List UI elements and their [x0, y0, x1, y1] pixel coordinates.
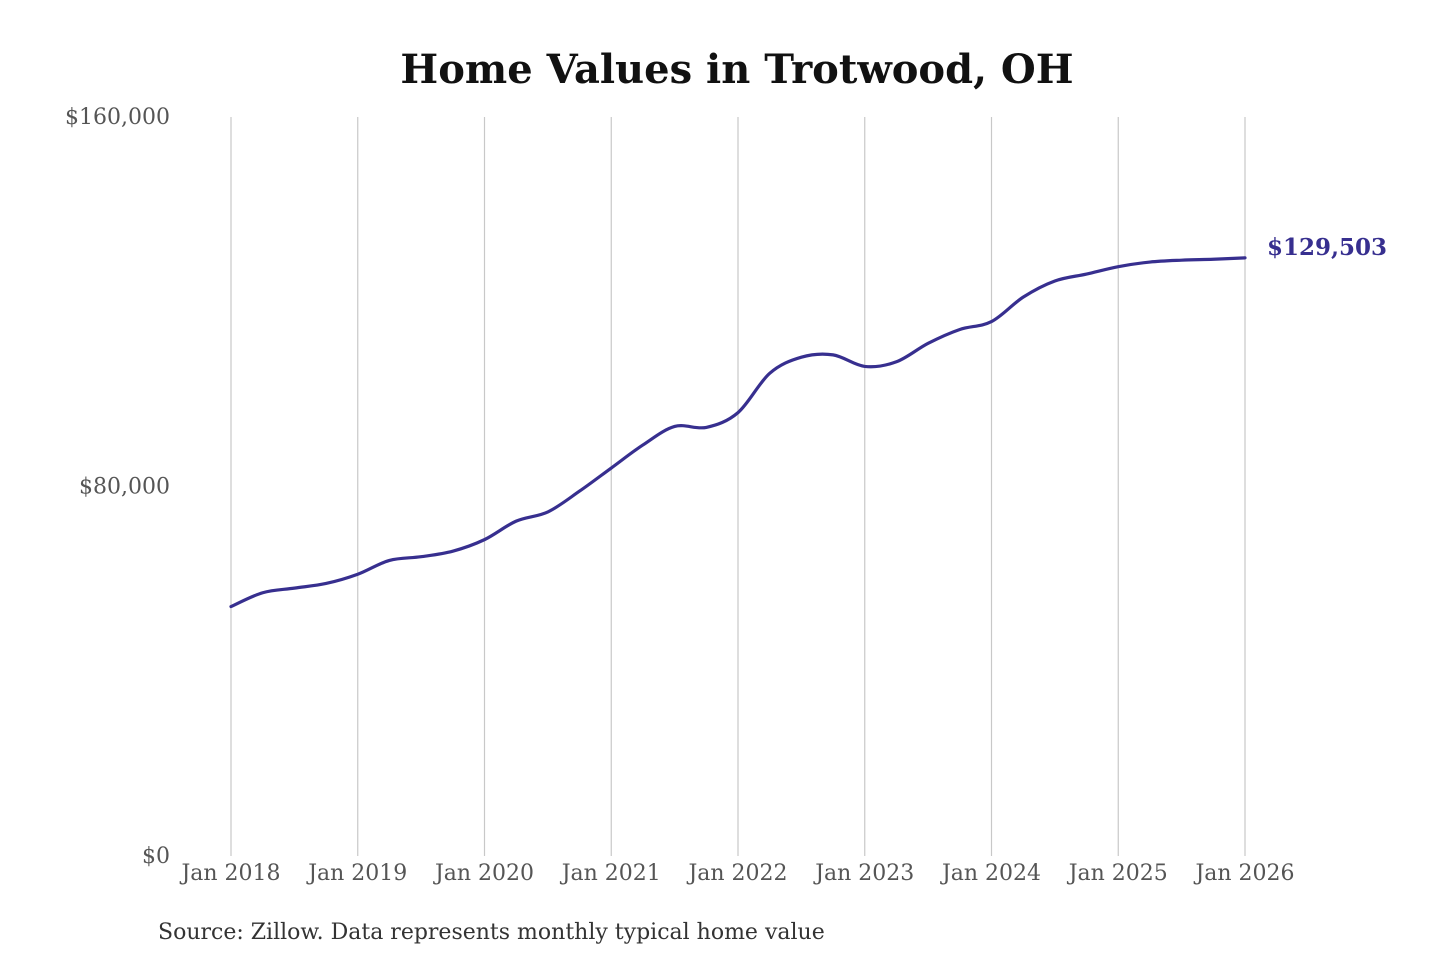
x-tick-label: Jan 2019	[306, 861, 407, 886]
x-tick-label: Jan 2018	[179, 861, 280, 886]
x-tick-label: Jan 2021	[560, 861, 661, 886]
y-tick-label: $0	[142, 844, 170, 869]
y-axis: $0 $80,000 $160,000	[65, 105, 170, 869]
x-tick-label: Jan 2022	[686, 861, 787, 886]
gridlines	[230, 117, 1246, 856]
y-tick-label: $80,000	[79, 475, 170, 500]
x-tick-label: Jan 2023	[813, 861, 914, 886]
x-axis: Jan 2018 Jan 2019 Jan 2020 Jan 2021 Jan 2022…	[179, 861, 1294, 886]
chart-title: Home Values in Trotwood, OH	[400, 46, 1073, 93]
x-tick-label: Jan 2026	[1193, 861, 1294, 886]
x-tick-label: Jan 2020	[433, 861, 534, 886]
source-note: Source: Zillow. Data represents monthly …	[158, 920, 825, 945]
end-value-label: $129,503	[1267, 234, 1387, 261]
x-tick-label: Jan 2025	[1067, 861, 1168, 886]
series-layer: $129,503	[229, 234, 1387, 609]
x-tick-label: Jan 2024	[940, 861, 1041, 886]
y-tick-label: $160,000	[65, 105, 170, 130]
